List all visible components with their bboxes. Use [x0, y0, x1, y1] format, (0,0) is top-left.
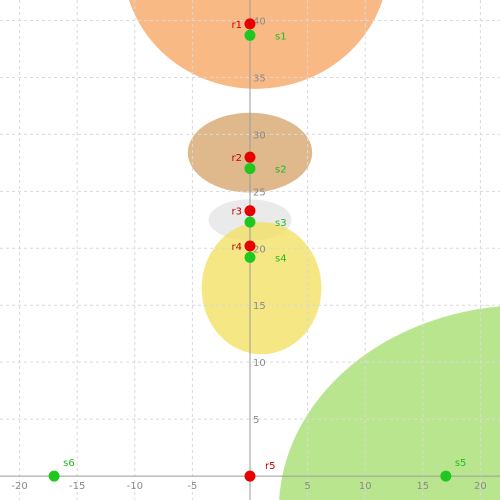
point-label-s4: s4 [275, 253, 287, 264]
y-tick-label: 15 [253, 301, 266, 312]
point-r3 [244, 205, 256, 217]
y-tick-label: 10 [253, 358, 266, 369]
tick-labels-layer: -20 -15 -10 -5 5 10 15 20 5 10 15 20 25 30 35 40 [11, 17, 486, 493]
point-s1 [244, 29, 256, 41]
y-tick-label: 20 [253, 244, 266, 255]
x-tick-label: 15 [416, 481, 429, 492]
y-tick-label: 5 [253, 415, 259, 426]
point-r1 [244, 18, 256, 30]
point-s3 [244, 216, 256, 228]
point-label-r5: r5 [265, 461, 275, 472]
point-label-s5: s5 [455, 458, 467, 469]
x-tick-label: -15 [69, 481, 85, 492]
point-label-s6: s6 [63, 458, 75, 469]
green-region [279, 306, 500, 500]
x-tick-label: 5 [304, 481, 310, 492]
point-label-s1: s1 [275, 31, 287, 42]
yellow-region [201, 222, 322, 355]
x-tick-label: -5 [187, 481, 197, 492]
regions-layer [129, 0, 500, 500]
point-r4 [244, 240, 256, 252]
x-tick-label: -10 [127, 481, 143, 492]
point-label-r1: r1 [232, 20, 242, 31]
point-s4 [244, 251, 256, 263]
point-r5 [244, 470, 256, 482]
y-tick-label: 30 [253, 130, 266, 141]
point-label-r3: r3 [232, 207, 242, 218]
x-tick-label: 20 [474, 481, 487, 492]
point-label-s2: s2 [275, 165, 287, 176]
points-layer: r1 r2 r3 r4 r5 s1 s2 s3 s4 s5 s6 [48, 18, 467, 482]
point-label-s3: s3 [275, 218, 287, 229]
y-tick-label: 40 [253, 17, 266, 28]
y-tick-label: 35 [253, 73, 266, 84]
point-label-r4: r4 [232, 242, 242, 253]
y-tick-label: 25 [253, 187, 266, 198]
point-s5 [440, 470, 452, 482]
point-r2 [244, 151, 256, 163]
point-s6 [48, 470, 60, 482]
x-tick-label: 10 [359, 481, 372, 492]
point-s2 [244, 163, 256, 175]
x-tick-label: -20 [11, 481, 27, 492]
point-label-r2: r2 [232, 153, 242, 164]
